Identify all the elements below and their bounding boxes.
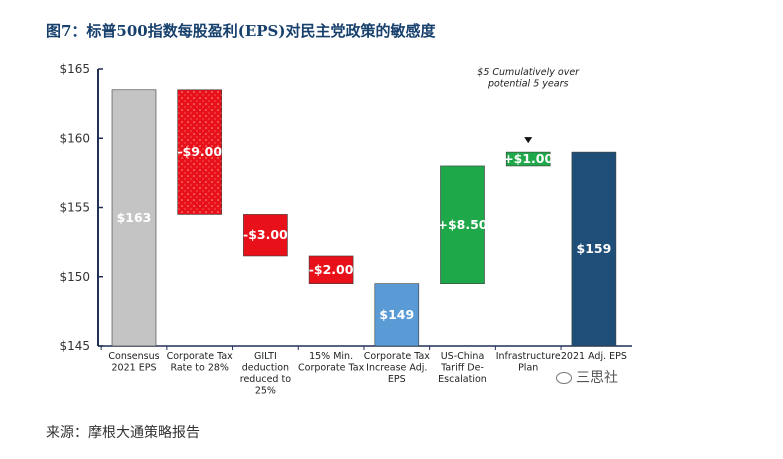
category-label: Rate to 28% [170,363,228,374]
category-label: 2021 EPS [112,363,157,374]
waterfall-bar [308,255,354,284]
waterfall-bar [111,89,157,347]
category-label: deduction [242,363,289,374]
wechat-icon [556,372,572,384]
category-label: 15% Min. [309,351,353,362]
waterfall-bar [243,214,288,257]
data-label: $163 [117,210,152,225]
category-label: 2021 Adj. EPS [561,351,627,362]
category-label: Increase Adj. [366,363,427,374]
watermark: 三思社 [556,367,618,387]
category-label: reduced to [240,374,291,385]
data-label: -$9.00 [177,144,222,159]
y-tick-label: $145 [59,339,90,353]
annotation-text: potential 5 years [487,79,569,90]
y-tick-label: $155 [59,201,90,215]
data-label: -$3.00 [243,227,288,242]
data-label: -$2.00 [309,262,354,277]
category-label: Corporate Tax [298,363,365,374]
data-label: $159 [577,241,612,256]
category-label: US-China [441,351,485,362]
category-label: Corporate Tax [167,351,234,362]
y-tick-label: $150 [59,270,90,284]
annotation-arrow [524,137,533,144]
category-label: Infrastructure [496,351,561,362]
category-label: Consensus [108,351,159,362]
category-label: Corporate Tax [364,351,431,362]
category-label: Plan [518,363,538,374]
category-label: GILTI [254,351,277,362]
waterfall-bar [505,151,551,167]
annotation-text: $5 Cumulatively over [477,67,580,78]
waterfall-bar [571,151,617,347]
bar-texture [177,89,222,215]
waterfall-bar [374,283,420,347]
category-label: 25% [255,386,276,397]
category-label: Tariff De- [440,363,484,374]
data-label: +$8.50 [437,217,487,232]
data-label: +$1.00 [503,151,553,166]
category-label: EPS [388,374,406,385]
page-title: 图7：标普500指数每股盈利(EPS)对民主党政策的敏感度 [46,22,436,40]
y-tick-label: $165 [59,62,90,76]
category-label: Escalation [438,374,487,385]
y-tick-label: $160 [59,131,90,145]
waterfall-bar [440,165,485,284]
source-note: 来源：摩根大通策略报告 [46,425,200,441]
watermark-text: 三思社 [576,370,618,386]
data-label: $149 [379,307,414,322]
